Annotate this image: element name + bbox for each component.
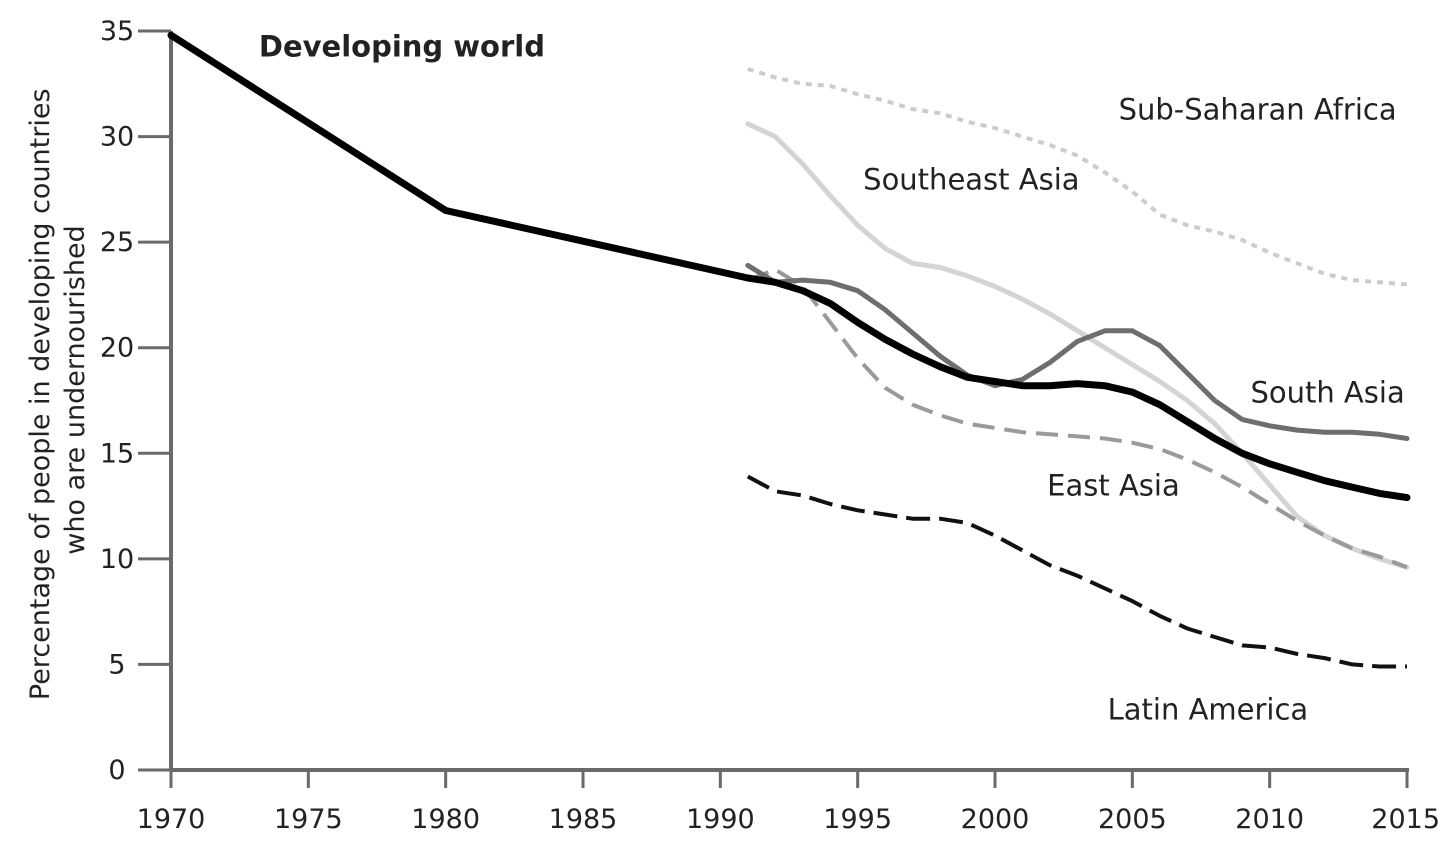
- series-label-southeast-asia: Southeast Asia: [863, 162, 1079, 196]
- series-labels: Developing world Sub-Saharan Africa Southe…: [259, 29, 1405, 726]
- y-tick-label: 5: [108, 649, 125, 680]
- series-label-south-asia: South Asia: [1250, 376, 1404, 410]
- series-line-east-asia: [747, 267, 1408, 570]
- y-tick-label: 20: [100, 333, 134, 364]
- x-tick-label: 1995: [823, 804, 892, 835]
- series-label-sub-saharan-africa: Sub-Saharan Africa: [1119, 93, 1397, 127]
- y-tick-label: 15: [100, 438, 134, 469]
- x-axis-ticks: 1970 1975 1980 1985 1990 1995 2000 2005 2010 2015: [137, 770, 1440, 835]
- axes: 0 5 10 15 20 25 30 35 1970 1975 1980 1985 1990 1995 2…: [100, 16, 1440, 835]
- y-axis-title-line-2: who are undernourished: [60, 225, 91, 554]
- x-tick-label: 1970: [137, 804, 206, 835]
- y-tick-label: 35: [100, 16, 134, 47]
- y-tick-label: 10: [100, 544, 134, 575]
- x-tick-label: 1985: [549, 804, 618, 835]
- series-line-sub-saharan-africa: [747, 67, 1408, 287]
- series-label-latin-america: Latin America: [1108, 692, 1309, 726]
- x-tick-label: 2010: [1235, 804, 1304, 835]
- x-tick-label: 1975: [274, 804, 343, 835]
- series-line-developing-world: [167, 31, 1411, 502]
- x-tick-label: 2005: [1098, 804, 1167, 835]
- y-axis-title: Percentage of people in developing count…: [25, 80, 91, 700]
- x-tick-label: 1990: [686, 804, 755, 835]
- series-line-latin-america: [746, 474, 1407, 669]
- x-tick-label: 1980: [411, 804, 480, 835]
- series-label-east-asia: East Asia: [1047, 469, 1180, 503]
- series-line-south-asia: [745, 262, 1410, 441]
- x-tick-label: 2015: [1371, 804, 1440, 835]
- x-tick-label: 2000: [961, 804, 1030, 835]
- series-line-southeast-asia: [745, 121, 1410, 570]
- y-tick-label: 25: [100, 227, 134, 258]
- series-label-developing-world: Developing world: [259, 29, 545, 63]
- y-axis-title-line-1: Percentage of people in developing count…: [25, 88, 56, 700]
- y-tick-label: 30: [100, 122, 134, 153]
- y-axis-ticks: 0 5 10 15 20 25 30 35: [100, 16, 171, 786]
- y-tick-label: 0: [108, 755, 125, 786]
- series-lines: [167, 31, 1411, 669]
